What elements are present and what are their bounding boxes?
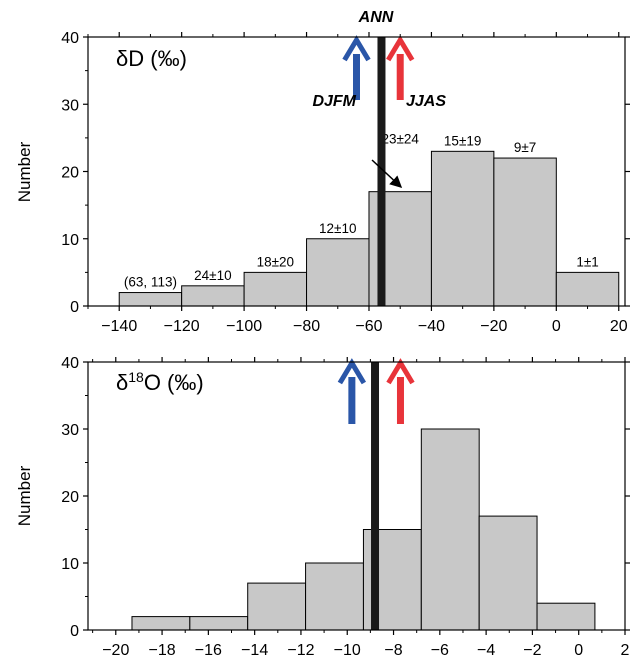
arrow-head — [386, 358, 415, 385]
annotation-pointer-arrow — [371, 159, 403, 189]
x-tick-label-9: −2 — [523, 642, 541, 659]
histogram-bar-1 — [181, 285, 245, 307]
jjas-label: JJAS — [406, 93, 446, 110]
y-tick-label-4: 40 — [61, 355, 79, 372]
bar-label-5: 15±19 — [444, 133, 481, 148]
panel-label-delta18O-prefix: δ — [116, 370, 128, 395]
y-tick-label-0: 0 — [70, 623, 79, 640]
arrow-head — [342, 35, 371, 62]
histogram-bar-6 — [493, 157, 557, 307]
bar-label-1: 24±10 — [194, 268, 231, 283]
x-tick-label-11: 2 — [621, 642, 630, 659]
djfm-arrow-1 — [337, 358, 367, 424]
y-tick-label-1: 10 — [61, 232, 79, 249]
y-tick-label-2: 20 — [61, 165, 79, 182]
jjas-arrow-1 — [386, 358, 415, 424]
x-tick-label-0: −20 — [102, 642, 129, 659]
x-tick-label-3: −14 — [241, 642, 268, 659]
bar-label-2: 18±20 — [257, 254, 294, 269]
x-tick-label-5: −10 — [334, 642, 361, 659]
histogram-bar-7 — [536, 602, 596, 631]
x-tick-label-3: −80 — [293, 318, 320, 335]
histogram-bar-5 — [420, 428, 480, 631]
x-tick-label-4: −60 — [355, 318, 382, 335]
ann-label: ANN — [358, 9, 394, 26]
x-tick-label-7: 0 — [552, 318, 561, 335]
y-tick-label-3: 30 — [61, 422, 79, 439]
panel-label-delta18O-sup: 18 — [128, 369, 144, 385]
histogram-bar-0 — [118, 292, 183, 307]
panel-label-delta18O: δ18O (‰) — [116, 369, 204, 395]
bar-label-7: 1±1 — [576, 254, 598, 269]
x-tick-label-8: −4 — [477, 642, 495, 659]
x-tick-label-7: −6 — [431, 642, 449, 659]
ylabel-bottom: Number — [15, 465, 34, 526]
x-tick-label-6: −8 — [384, 642, 402, 659]
y-tick-label-1: 10 — [61, 556, 79, 573]
histogram-bar-2 — [247, 582, 307, 631]
ylabel-top: Number — [15, 141, 34, 202]
bar-label-6: 9±7 — [514, 140, 536, 155]
histogram-bar-5 — [430, 150, 495, 307]
jjas-arrow-0 — [386, 35, 415, 100]
bar-label-3: 12±10 — [319, 221, 356, 236]
y-tick-label-2: 20 — [61, 489, 79, 506]
histogram-bar-3 — [306, 238, 370, 307]
x-tick-label-8: 20 — [610, 318, 628, 335]
x-tick-label-2: −100 — [226, 318, 262, 335]
bar-label-0: (63, 113) — [124, 275, 177, 290]
bar-label-4: 23±24 — [381, 131, 419, 146]
djfm-label: DJFM — [312, 93, 356, 110]
histogram-bar-2 — [243, 271, 308, 307]
y-tick-label-3: 30 — [61, 97, 79, 114]
histogram-bar-3 — [305, 562, 364, 631]
x-tick-label-5: −40 — [418, 318, 445, 335]
histogram-bar-1 — [189, 616, 249, 631]
x-tick-label-1: −120 — [164, 318, 200, 335]
histogram-bar-0 — [131, 616, 191, 631]
y-tick-label-0: 0 — [70, 299, 79, 316]
djfm-arrow-0 — [342, 35, 371, 100]
arrow-head — [337, 358, 367, 385]
deltaD-histogram-panel: (63, 113) 24±10 18±20 12±10 23±24 15±19 9±7 1±1… — [61, 30, 630, 335]
x-tick-label-0: −140 — [101, 318, 137, 335]
histogram-bar-7 — [555, 271, 620, 307]
y-tick-label-4: 40 — [61, 30, 79, 47]
panel-label-deltaD: δD (‰) — [116, 46, 187, 71]
x-tick-label-1: −18 — [148, 642, 175, 659]
arrow-head — [386, 35, 415, 62]
panel-label-delta18O-suffix: O (‰) — [144, 370, 204, 395]
histogram-bar-6 — [478, 515, 538, 631]
x-tick-label-10: 0 — [574, 642, 583, 659]
x-tick-label-6: −20 — [480, 318, 507, 335]
x-tick-label-4: −12 — [287, 642, 314, 659]
x-tick-label-2: −16 — [195, 642, 222, 659]
